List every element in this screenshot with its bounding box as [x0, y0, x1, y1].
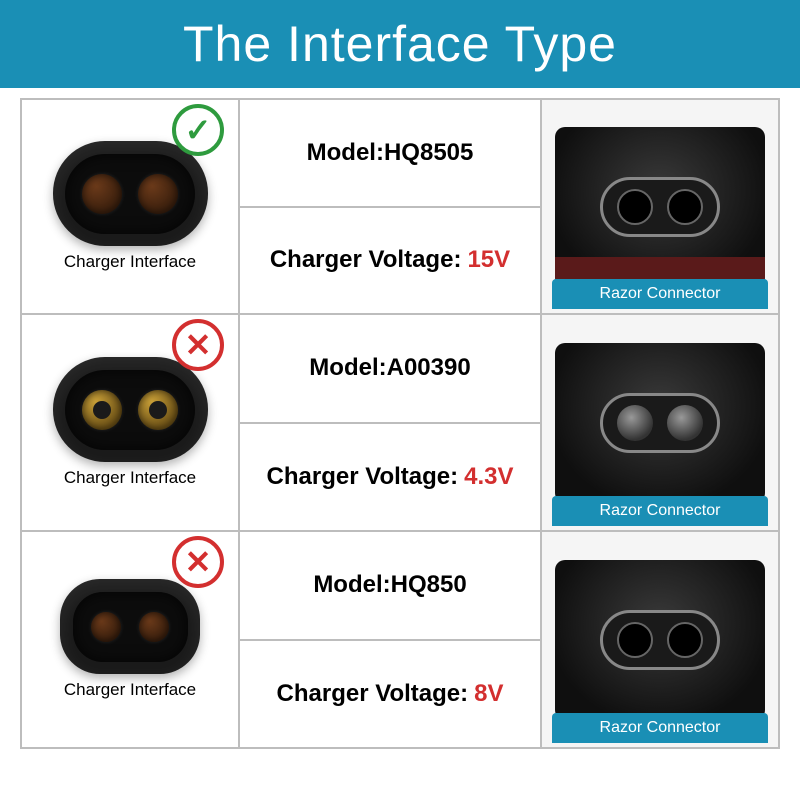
charger-cell: ✕ Charger Interface: [20, 315, 240, 532]
razor-shape: [555, 343, 765, 503]
check-icon: ✓: [172, 104, 224, 156]
cross-icon: ✕: [172, 536, 224, 588]
charger-pin: [138, 174, 178, 214]
charger-label: Charger Interface: [64, 252, 196, 272]
charger-shape: [60, 579, 200, 674]
table-row: ✕ Charger Interface Model:A00390 Charger…: [20, 315, 780, 532]
charger-shape: [53, 357, 208, 462]
info-cell: Model:HQ850 Charger Voltage: 8V: [240, 532, 540, 749]
voltage-label: Charger Voltage: 4.3V: [240, 424, 540, 531]
razor-hole: [667, 189, 703, 225]
interface-table: ✓ Charger Interface Model:HQ8505 Charger…: [20, 98, 780, 749]
charger-pin: [138, 390, 178, 430]
charger-pin: [139, 612, 169, 642]
model-label: Model:HQ8505: [240, 100, 540, 208]
table-row: ✓ Charger Interface Model:HQ8505 Charger…: [20, 98, 780, 315]
info-cell: Model:A00390 Charger Voltage: 4.3V: [240, 315, 540, 532]
razor-pin: [667, 405, 703, 441]
razor-label: Razor Connector: [552, 713, 768, 743]
cross-icon: ✕: [172, 319, 224, 371]
charger-cell: ✓ Charger Interface: [20, 98, 240, 315]
page-title: The Interface Type: [183, 15, 617, 73]
charger-cell: ✕ Charger Interface: [20, 532, 240, 749]
razor-label: Razor Connector: [552, 279, 768, 309]
charger-label: Charger Interface: [64, 680, 196, 700]
razor-socket: [600, 177, 720, 237]
info-cell: Model:HQ8505 Charger Voltage: 15V: [240, 98, 540, 315]
razor-shape: [555, 127, 765, 287]
voltage-label: Charger Voltage: 15V: [240, 208, 540, 314]
charger-inner: [65, 154, 195, 234]
charger-pin: [82, 174, 122, 214]
razor-pin: [617, 405, 653, 441]
razor-cell: Razor Connector: [540, 532, 780, 749]
table-row: ✕ Charger Interface Model:HQ850 Charger …: [20, 532, 780, 749]
charger-pin: [91, 612, 121, 642]
charger-shape: [53, 141, 208, 246]
razor-hole: [667, 622, 703, 658]
header-bar: The Interface Type: [0, 0, 800, 88]
charger-inner: [73, 592, 188, 662]
razor-label: Razor Connector: [552, 496, 768, 526]
voltage-label: Charger Voltage: 8V: [240, 641, 540, 748]
model-label: Model:HQ850: [240, 532, 540, 641]
model-label: Model:A00390: [240, 315, 540, 424]
charger-label: Charger Interface: [64, 468, 196, 488]
razor-socket: [600, 393, 720, 453]
razor-hole: [617, 622, 653, 658]
razor-shape: [555, 560, 765, 720]
razor-socket: [600, 610, 720, 670]
razor-cell: Razor Connector: [540, 315, 780, 532]
charger-pin: [82, 390, 122, 430]
razor-hole: [617, 189, 653, 225]
razor-cell: Razor Connector: [540, 98, 780, 315]
charger-inner: [65, 370, 195, 450]
